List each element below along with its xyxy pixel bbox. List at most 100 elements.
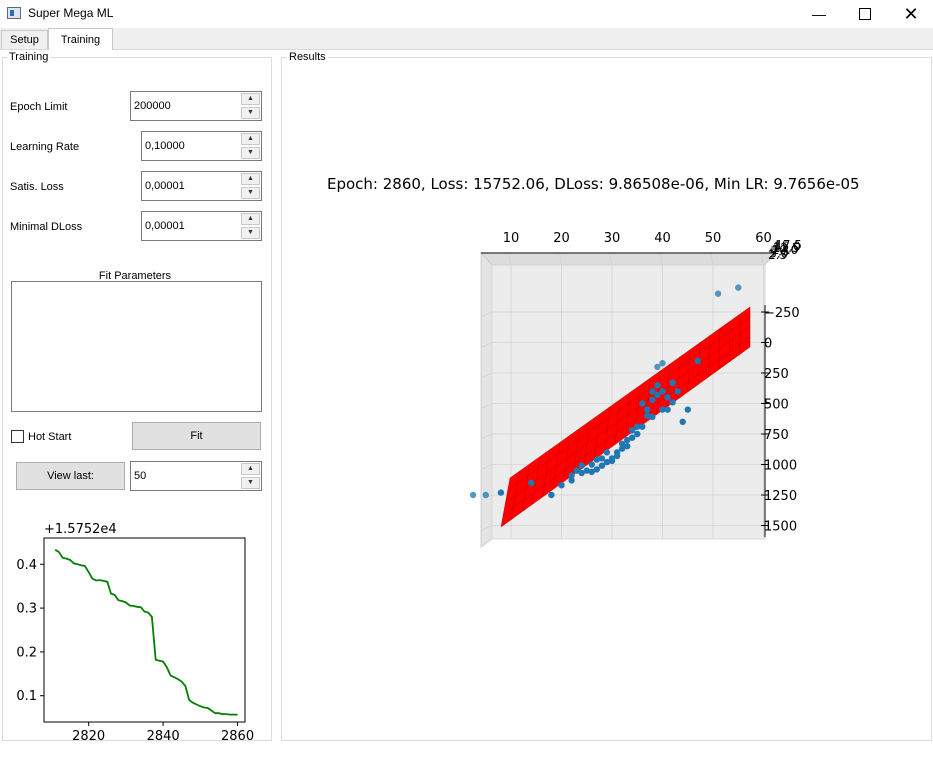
spin-up-icon[interactable]: ▲ [241,463,260,475]
data-point [634,430,641,438]
data-point [470,491,477,499]
y-tick-label: 15.0 [774,240,801,254]
data-point [684,406,691,413]
grid-line-z-side [480,342,493,348]
tab-setup[interactable]: Setup [1,30,48,49]
satis-loss-value: 0,00001 [145,180,185,192]
data-point [659,406,666,413]
x-tick-label: 10 [503,231,520,246]
x-tick-label: 20 [553,231,570,246]
hot-start-label: Hot Start [28,431,72,443]
data-point [598,455,606,462]
satis-loss-spinbox[interactable]: 0,00001 ▲ ▼ [141,171,262,201]
data-point [624,436,631,444]
results-group-title: Results [287,51,328,63]
loss-x-tick-label: 2840 [147,729,180,740]
x-tick-label: 50 [705,231,722,246]
view-last-spinbox[interactable]: 50 ▲ ▼ [130,461,262,491]
loss-y-tick-label: 0.1 [16,689,37,704]
loss-x-tick-label: 2820 [72,729,105,740]
fit-parameters-label: Fit Parameters [98,270,172,282]
spin-down-icon[interactable]: ▼ [241,227,260,239]
x-tick-label: 40 [654,231,671,246]
loss-series-line [54,549,238,716]
data-point [629,434,636,441]
z-tick-label: 1250 [764,489,797,504]
spin-up-icon[interactable]: ▲ [241,93,260,105]
grid-line-z-side [480,372,493,379]
data-point [583,467,590,474]
window-title: Super Mega ML [28,6,114,20]
data-point [669,399,676,406]
z-tick-label: 250 [764,367,789,382]
data-point [649,413,656,421]
data-point [664,394,671,401]
data-point [694,357,701,364]
data-point [639,423,646,430]
y-tick-label: 7.5 [770,245,789,259]
data-point [593,456,600,463]
data-point [674,388,681,395]
data-point [618,440,626,447]
epoch-limit-label: Epoch Limit [10,101,68,113]
data-point [578,469,585,477]
z-tick-label: 500 [764,398,789,413]
data-point [603,449,611,456]
minimal-dloss-label: Minimal DLoss [10,221,83,233]
view-last-button[interactable]: View last: [16,462,125,490]
title-bar [0,0,933,28]
minimize-icon: — [812,6,826,22]
fit-button[interactable]: Fit [132,422,261,450]
x-tick-label: 60 [755,231,772,246]
learning-rate-label: Learning Rate [10,141,80,153]
grid-line-z-side [480,525,493,531]
minimal-dloss-value: 0,00001 [145,220,185,232]
tab-setup-label: Setup [10,34,39,46]
hot-start-checkbox[interactable] [11,430,24,443]
data-point [593,466,600,473]
tab-training[interactable]: Training [48,28,113,50]
view-last-value: 50 [134,470,147,482]
fit-parameters-textarea[interactable] [11,281,262,412]
data-point [679,418,686,425]
spin-up-icon[interactable]: ▲ [241,173,260,185]
plane-mesh-line [505,326,751,503]
epoch-limit-spinbox[interactable]: 200000 ▲ ▼ [130,91,262,121]
data-point [598,462,606,469]
loss-offset-label: +1.5752e4 [44,522,117,537]
learning-rate-spinbox[interactable]: 0,10000 ▲ ▼ [141,131,262,161]
spin-down-icon[interactable]: ▼ [241,147,260,159]
data-point [634,423,641,430]
plot3d-left-wall [480,251,493,548]
data-point [644,412,651,419]
data-point [654,391,661,399]
spin-down-icon[interactable]: ▼ [241,477,260,489]
data-point [629,427,636,434]
loss-y-tick-label: 0.2 [16,645,37,660]
data-point [497,489,505,496]
minimize-button[interactable]: — [796,0,842,28]
training-group [2,57,272,741]
minimal-dloss-spinbox[interactable]: 0,00001 ▲ ▼ [141,211,262,241]
data-point [558,482,565,489]
data-point [644,406,651,413]
spin-down-icon[interactable]: ▼ [241,187,260,199]
close-button[interactable]: ✕ [888,0,933,28]
data-point [664,406,671,413]
loss-x-tick-label: 2860 [221,729,254,740]
y-tick-label: 10.0 [772,243,799,257]
maximize-button[interactable] [842,0,888,28]
data-point [654,363,661,371]
z-tick-label: −250 [764,306,800,321]
loss-y-tick-label: 0.4 [16,558,37,573]
spin-down-icon[interactable]: ▼ [241,107,260,119]
data-point [654,382,661,389]
data-point [735,284,742,291]
spin-up-icon[interactable]: ▲ [241,213,260,225]
tab-training-label: Training [60,33,101,46]
close-icon: ✕ [903,3,919,24]
data-point [588,468,595,475]
spin-up-icon[interactable]: ▲ [241,133,260,145]
z-tick-label: 0 [764,337,772,352]
y-tick-label: 12.5 [773,241,800,255]
